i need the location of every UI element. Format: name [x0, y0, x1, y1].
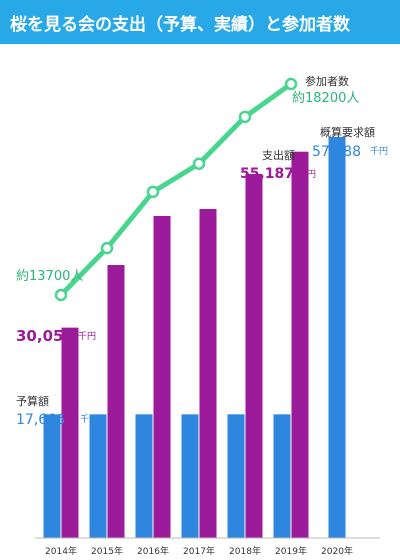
bar-spend-1	[107, 265, 125, 538]
participants-point-3	[192, 157, 206, 170]
participants-line	[59, 81, 293, 297]
participants-point-2	[146, 185, 160, 199]
spend-2019-unit: 千円	[298, 169, 316, 180]
participants-point-1	[100, 241, 114, 255]
budget-label: 予算額	[16, 394, 49, 408]
participants-point-5	[284, 77, 298, 91]
participants-label: 参加者数	[305, 74, 349, 88]
budget-value: 17,666	[16, 412, 65, 428]
bar-request-6	[328, 136, 346, 538]
title-bar: 桜を見る会の支出（予算、実績）と参加者数	[0, 0, 400, 44]
participants-end: 約18200人	[292, 91, 359, 106]
bar-budget-2	[135, 414, 153, 538]
bar-spend-4	[245, 174, 263, 538]
budget-unit: 千円	[80, 414, 98, 425]
bar-budget-4	[227, 414, 245, 538]
x-tick-label: 2017年	[183, 545, 215, 557]
bar-budget-3	[181, 414, 199, 538]
bar-spend-2	[153, 216, 171, 538]
x-tick-label: 2016年	[137, 545, 169, 557]
participants-start: 約13700人	[16, 269, 83, 284]
bar-budget-0	[43, 414, 61, 538]
request-label: 概算要求額	[320, 125, 375, 139]
x-tick-label: 2018年	[229, 545, 261, 557]
bar-spend-5	[291, 151, 309, 538]
request-unit: 千円	[370, 146, 388, 157]
request-value: 57,288	[312, 144, 361, 160]
x-tick-label: 2014年	[45, 545, 77, 557]
spend-2014-unit: 千円	[78, 331, 96, 342]
bar-spend-0	[61, 327, 79, 538]
spend-label: 支出額	[262, 148, 295, 162]
spend-2019-value: 55,187	[240, 166, 294, 182]
chart-area: 2014年 2015年 2016年 2017年 2018年 2019年 2020年 予算額 …	[16, 74, 388, 557]
x-tick-label: 2019年	[275, 545, 307, 557]
participants-point-4	[238, 110, 252, 124]
x-tick-label: 2015年	[91, 545, 123, 557]
bar-spend-3	[199, 209, 217, 538]
x-tick-label: 2020年	[321, 545, 353, 557]
bar-budget-5	[273, 414, 291, 538]
bar-budget-1	[89, 414, 107, 538]
spend-2014-value: 30,053	[16, 327, 74, 345]
chart-title: 桜を見る会の支出（予算、実績）と参加者数	[10, 15, 350, 35]
participants-point-0	[54, 288, 68, 302]
